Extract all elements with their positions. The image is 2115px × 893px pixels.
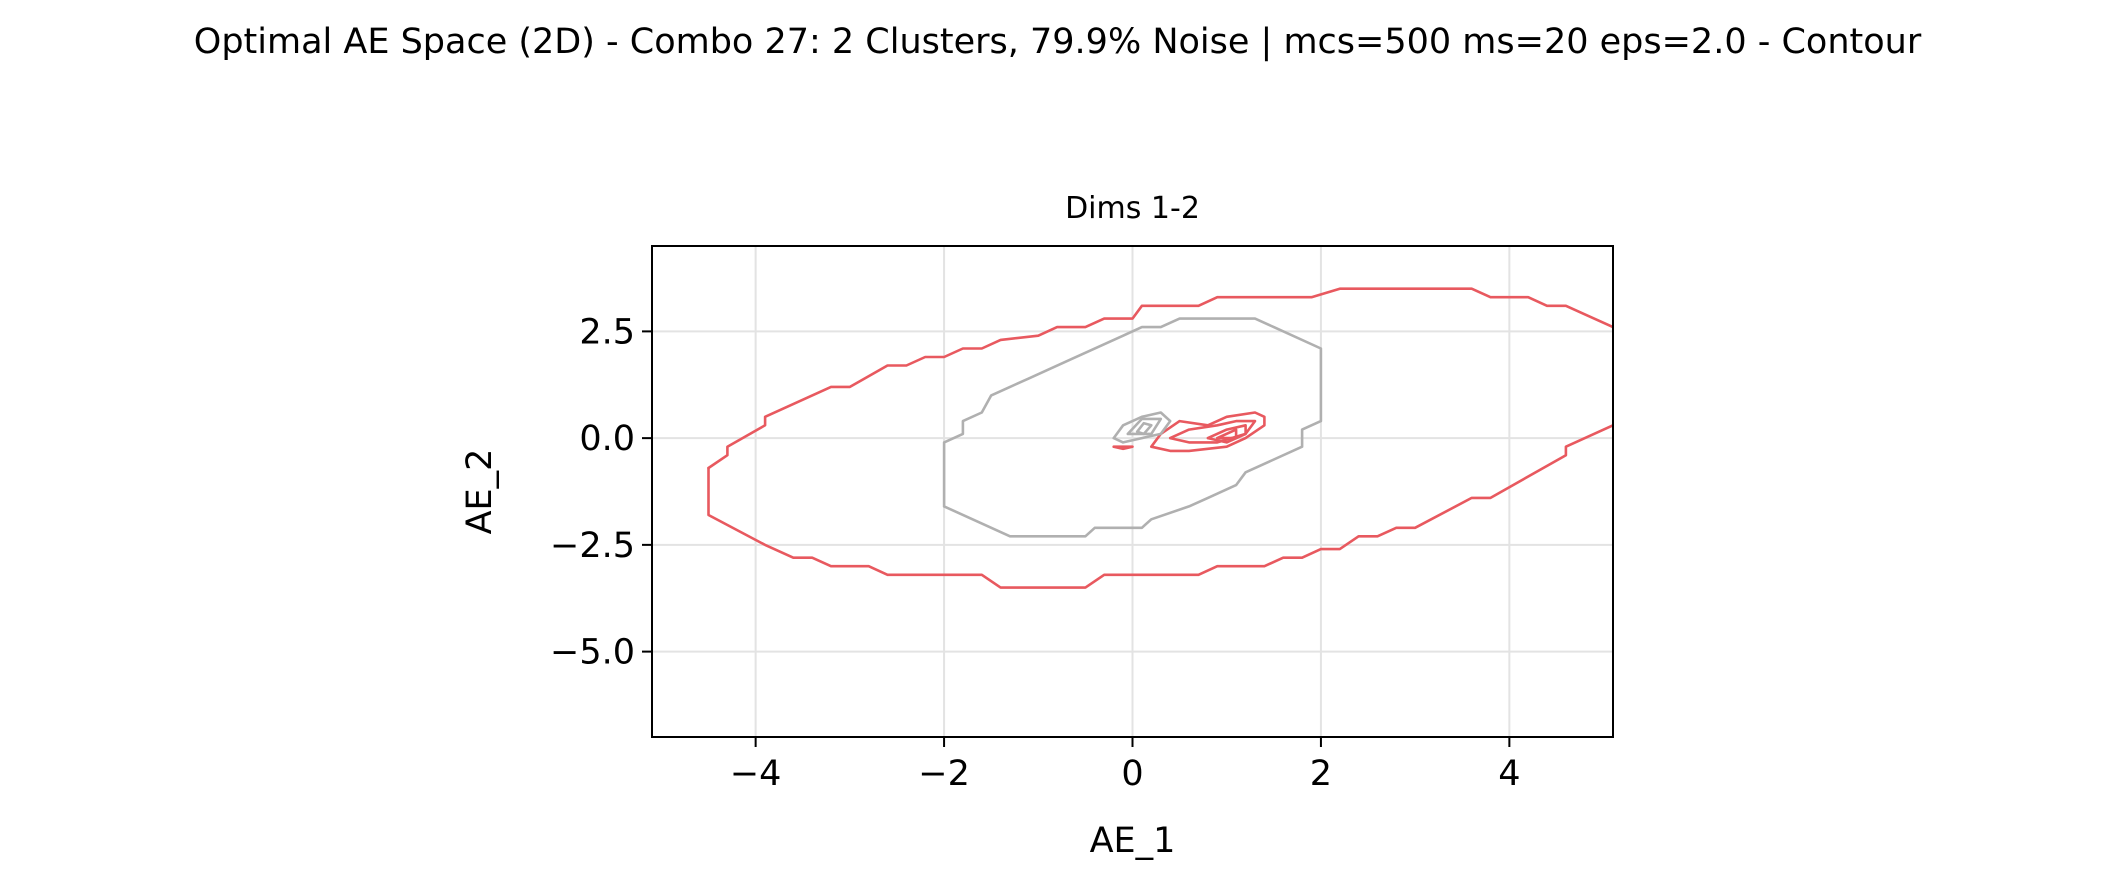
contour-line-series-1-level-7 [1112, 445, 1134, 451]
contour-line-series-1-level-5 [1206, 424, 1247, 444]
contour-line-series-1-level-4 [1168, 419, 1257, 444]
y-axis-label: AE_2 [460, 449, 500, 535]
x-axis-label: AE_1 [1090, 821, 1176, 861]
contour-lines [707, 287, 1613, 589]
y-tick-label: 2.5 [579, 312, 635, 352]
contour-line-series-1-level-3 [1150, 411, 1266, 453]
x-tick-label: 2 [1310, 754, 1332, 794]
contour-line-series-1-level-2 [707, 424, 1613, 589]
y-tick-label: 0.0 [579, 419, 635, 459]
x-tick-label: 4 [1498, 754, 1520, 794]
x-tick-label: −4 [730, 754, 782, 794]
contour-line-series-2-level-4 [1135, 421, 1153, 436]
y-tick-label: −5.0 [550, 633, 635, 673]
figure-title: Optimal AE Space (2D) - Combo 27: 2 Clus… [193, 22, 1922, 62]
x-tick-label: −2 [918, 754, 970, 794]
x-tick-label: 0 [1121, 754, 1143, 794]
y-tick-label: −2.5 [550, 526, 635, 566]
contour-line-series-2-level-1 [942, 317, 1323, 538]
contour-line-series-1-level-6 [1216, 428, 1238, 440]
axes-title: Dims 1-2 [1065, 191, 1200, 226]
x-axis: −4 −2 0 2 4 [730, 737, 1521, 794]
contour-line-series-1-level-1 [707, 287, 1613, 470]
contour-line-series-2-level-2 [1112, 411, 1172, 444]
y-axis: 2.5 0.0 −2.5 −5.0 [550, 312, 652, 673]
